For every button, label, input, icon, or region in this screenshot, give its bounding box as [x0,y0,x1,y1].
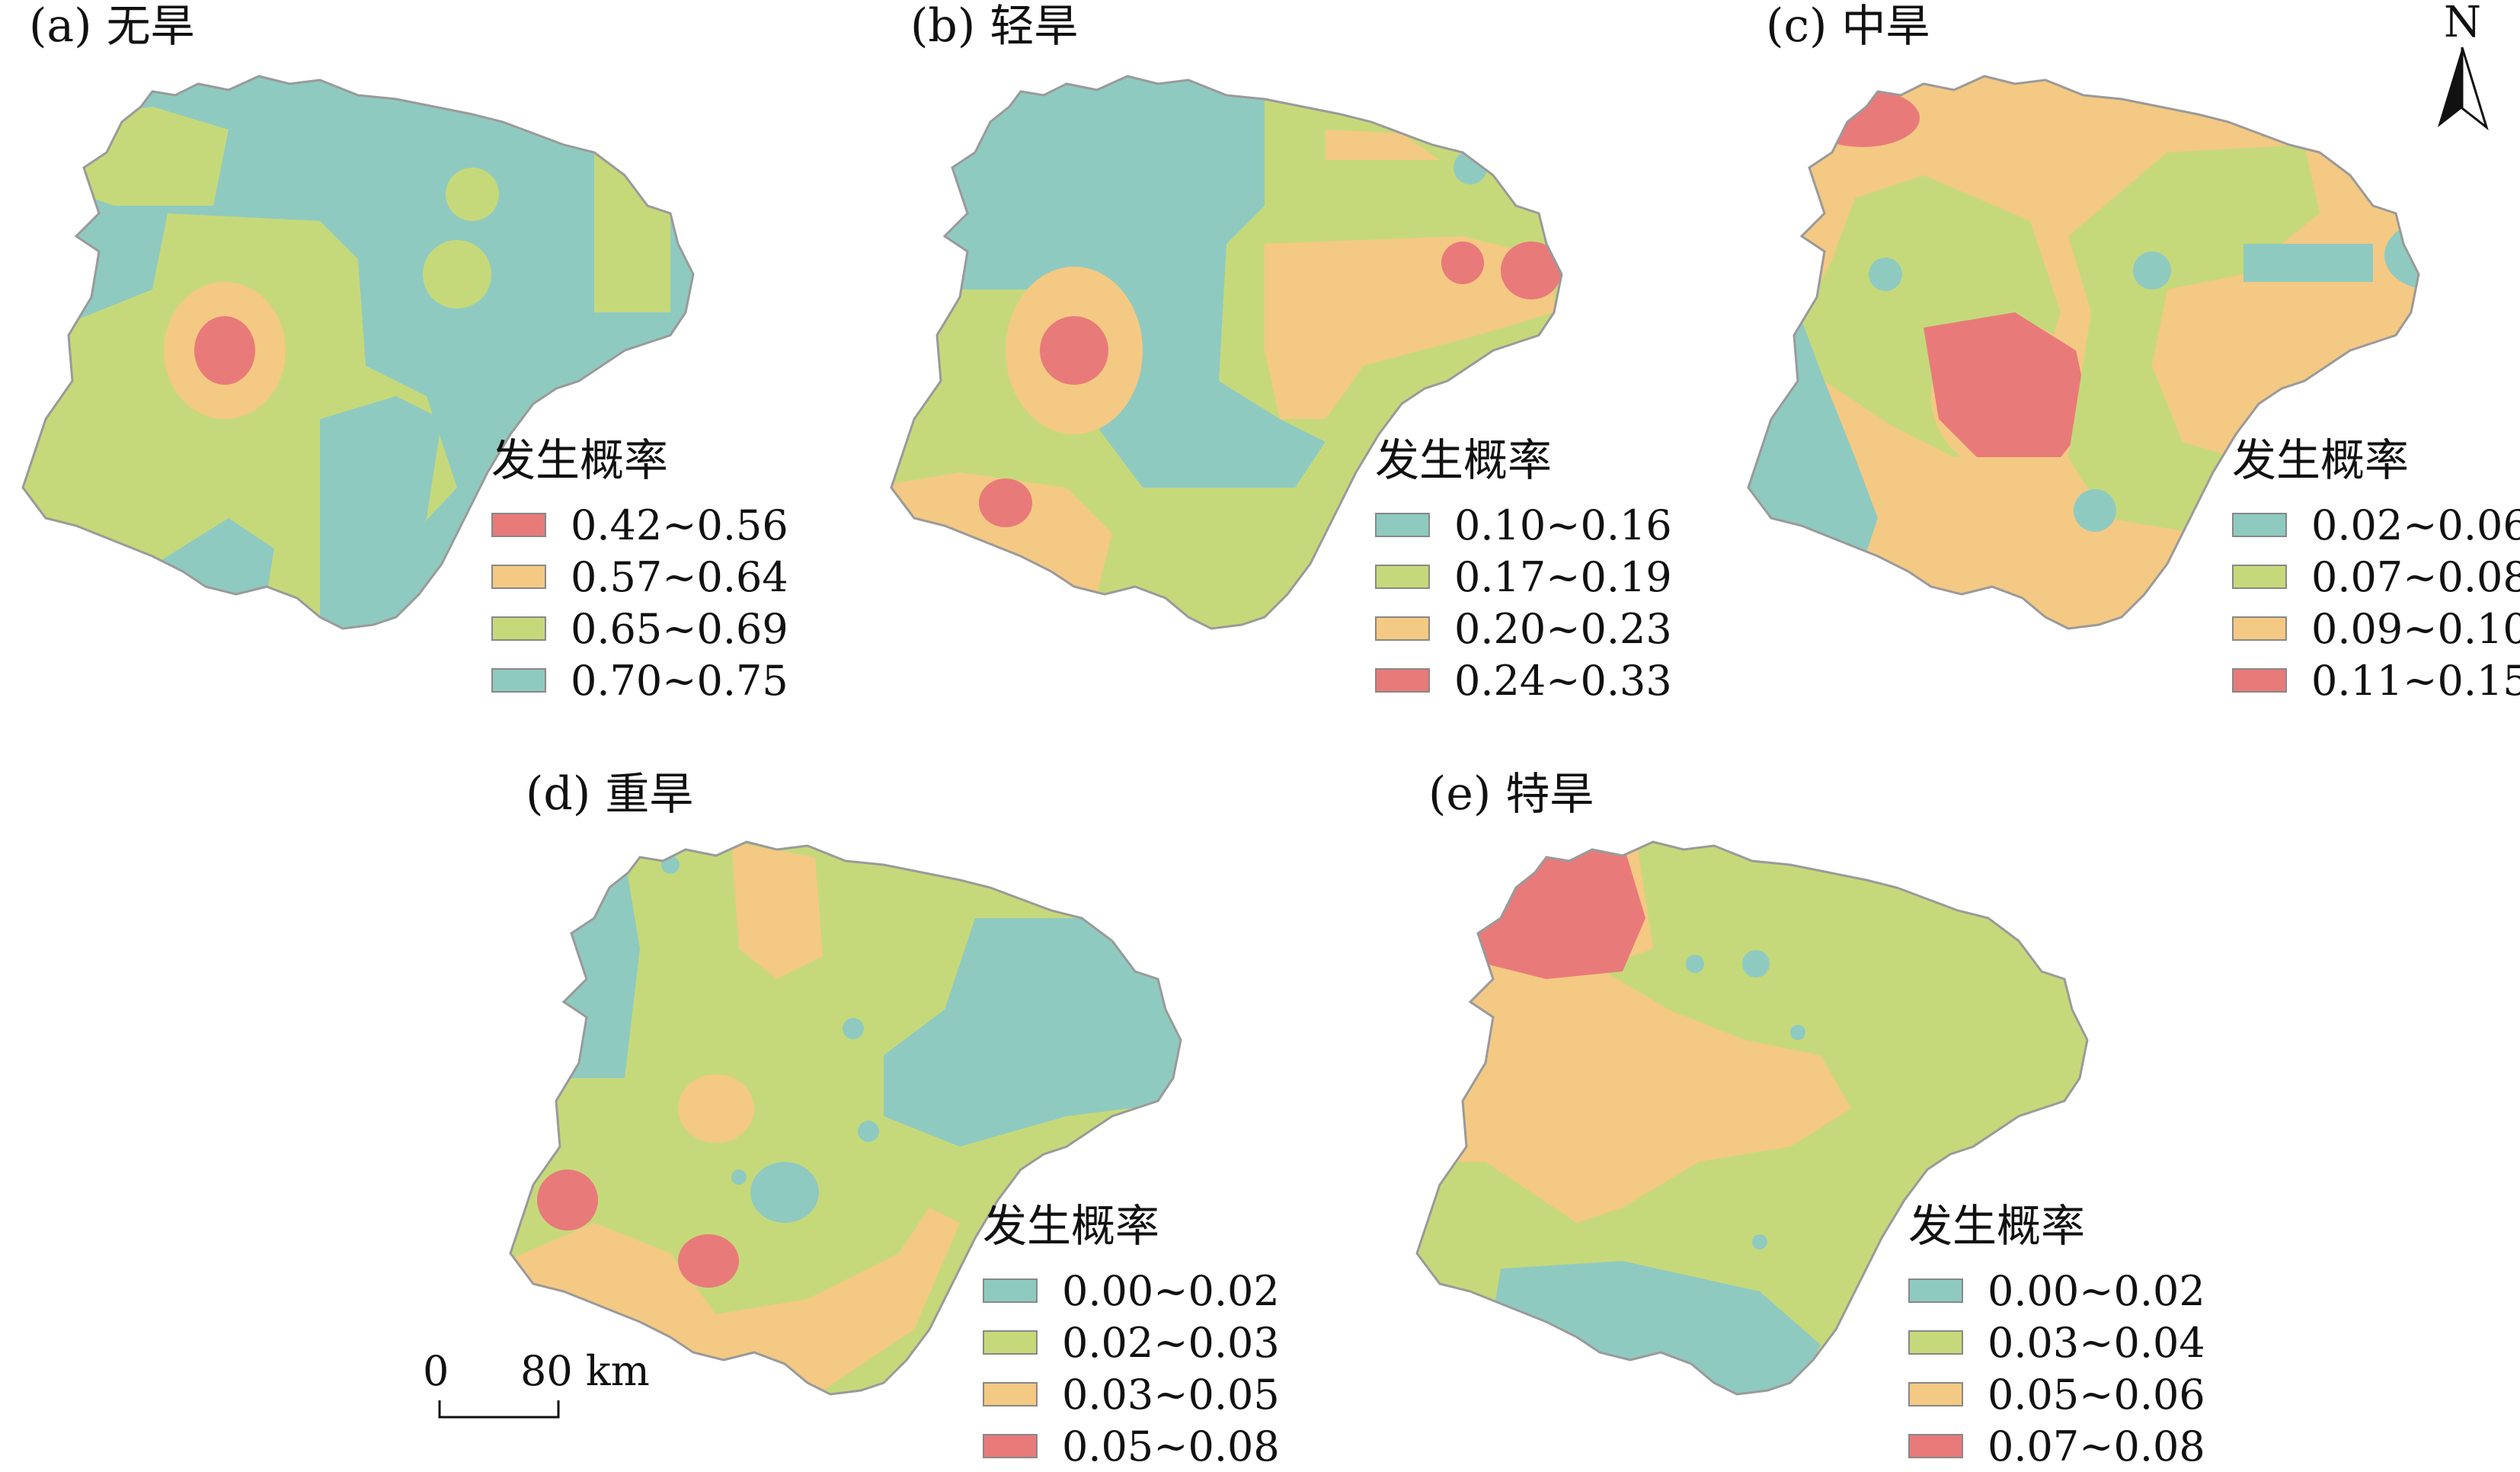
legend-b: 发生概率 0.10~0.16 0.17~0.19 0.20~0.23 0.24~… [1375,438,1672,706]
panel-c-label: (c) [1766,0,1828,53]
map-d [509,840,1182,1396]
panel-e-label: (e) [1428,767,1492,821]
legend-e-swatch-2 [1908,1330,1963,1355]
north-arrow-icon [2438,47,2489,131]
legend-c: 发生概率 0.02~0.06 0.07~0.08 0.09~0.10 0.11~… [2232,438,2520,706]
scale-bar-line [438,1400,560,1419]
legend-e-swatch-4 [1908,1434,1963,1458]
legend-d-title: 发生概率 [983,1200,1160,1252]
legend-e-label-2: 0.03~0.04 [1988,1318,2205,1367]
legend-c-row-3: 0.09~0.10 [2232,603,2520,654]
legend-a-row-3: 0.65~0.69 [491,603,788,654]
panel-d-title: (d) 重旱 [526,771,693,817]
panel-e-title: (e) 特旱 [1428,771,1594,817]
legend-a-row-1: 0.42~0.56 [491,499,788,551]
legend-c-swatch-1 [2232,513,2287,537]
legend-a-row-2: 0.57~0.64 [491,551,788,603]
legend-e-title: 发生概率 [1908,1200,2086,1252]
legend-d-label-3: 0.03~0.05 [1062,1370,1280,1419]
legend-a-swatch-3 [491,616,546,641]
north-arrow: N [2430,2,2494,131]
legend-b-swatch-3 [1375,616,1430,641]
legend-c-row-2: 0.07~0.08 [2232,551,2520,603]
panel-b-drought-class: 轻旱 [990,0,1079,52]
legend-c-swatch-4 [2232,668,2287,693]
legend-d-swatch-1 [983,1278,1038,1303]
panel-a-label: (a) [29,0,92,53]
legend-a-swatch-1 [491,513,546,537]
legend-a-label-1: 0.42~0.56 [571,501,788,549]
legend-d-swatch-4 [983,1434,1038,1458]
legend-b-row-3: 0.20~0.23 [1375,603,1672,654]
legend-e-label-3: 0.05~0.06 [1988,1370,2205,1419]
legend-d-label-2: 0.02~0.03 [1062,1318,1280,1367]
legend-d-row-2: 0.02~0.03 [983,1317,1280,1368]
panel-a-title: (a) 无旱 [29,3,195,49]
legend-e-row-1: 0.00~0.02 [1908,1265,2205,1317]
legend-d-swatch-2 [983,1330,1038,1355]
legend-c-swatch-3 [2232,616,2287,641]
legend-b-title: 发生概率 [1375,434,1553,486]
panel-b-title: (b) 轻旱 [910,3,1078,49]
legend-b-swatch-1 [1375,513,1430,537]
legend-b-swatch-2 [1375,565,1430,589]
scale-bar-end: 80 km [520,1347,650,1395]
legend-a: 发生概率 0.42~0.56 0.57~0.64 0.65~0.69 0.70~… [491,438,788,706]
legend-e-row-2: 0.03~0.04 [1908,1317,2205,1368]
legend-a-swatch-2 [491,565,546,589]
legend-b-label-3: 0.20~0.23 [1454,604,1672,653]
legend-c-label-3: 0.09~0.10 [2311,604,2520,653]
legend-b-row-2: 0.17~0.19 [1375,551,1672,603]
legend-c-swatch-2 [2232,565,2287,589]
panel-c-drought-class: 中旱 [1841,0,1930,52]
legend-d: 发生概率 0.00~0.02 0.02~0.03 0.03~0.05 0.05~… [983,1204,1280,1472]
scale-bar-start: 0 [423,1347,449,1395]
legend-a-label-3: 0.65~0.69 [571,604,788,653]
legend-d-label-4: 0.05~0.08 [1062,1422,1280,1470]
legend-c-label-1: 0.02~0.06 [2311,501,2520,549]
legend-b-row-4: 0.24~0.33 [1375,654,1672,706]
panel-e-drought-class: 特旱 [1505,768,1594,820]
legend-b-label-2: 0.17~0.19 [1454,552,1672,601]
legend-b-row-1: 0.10~0.16 [1375,499,1672,551]
legend-a-swatch-4 [491,668,546,693]
legend-e-swatch-3 [1908,1382,1963,1406]
legend-d-label-1: 0.00~0.02 [1062,1266,1280,1315]
legend-c-title: 发生概率 [2232,434,2410,486]
legend-e-label-4: 0.07~0.08 [1988,1422,2205,1470]
legend-b-label-4: 0.24~0.33 [1454,656,1672,705]
panel-a-drought-class: 无旱 [106,0,195,52]
legend-d-row-1: 0.00~0.02 [983,1265,1280,1317]
legend-a-title: 发生概率 [491,434,669,486]
panel-b-label: (b) [910,0,976,53]
legend-c-label-2: 0.07~0.08 [2311,552,2520,601]
scale-bar: 0 80 km [423,1347,667,1431]
legend-a-row-4: 0.70~0.75 [491,654,788,706]
map-a [21,75,695,630]
map-b [890,75,1563,630]
legend-c-row-4: 0.11~0.15 [2232,654,2520,706]
legend-b-label-1: 0.10~0.16 [1454,501,1672,549]
panel-d-drought-class: 重旱 [605,768,694,820]
legend-e-label-1: 0.00~0.02 [1988,1266,2205,1315]
legend-e-swatch-1 [1908,1278,1963,1303]
map-c [1747,75,2420,630]
legend-d-swatch-3 [983,1382,1038,1406]
legend-e-row-4: 0.07~0.08 [1908,1420,2205,1472]
legend-c-row-1: 0.02~0.06 [2232,499,2520,551]
panel-c-title: (c) 中旱 [1766,3,1930,49]
legend-d-row-3: 0.03~0.05 [983,1368,1280,1420]
legend-e: 发生概率 0.00~0.02 0.03~0.04 0.05~0.06 0.07~… [1908,1204,2205,1472]
panel-d-label: (d) [526,767,591,821]
north-arrow-label: N [2444,0,2481,47]
map-e [1415,840,2089,1396]
legend-a-label-2: 0.57~0.64 [571,552,788,601]
legend-c-label-4: 0.11~0.15 [2311,656,2520,705]
legend-a-label-4: 0.70~0.75 [571,656,788,705]
legend-e-row-3: 0.05~0.06 [1908,1368,2205,1420]
legend-d-row-4: 0.05~0.08 [983,1420,1280,1472]
legend-b-swatch-4 [1375,668,1430,693]
